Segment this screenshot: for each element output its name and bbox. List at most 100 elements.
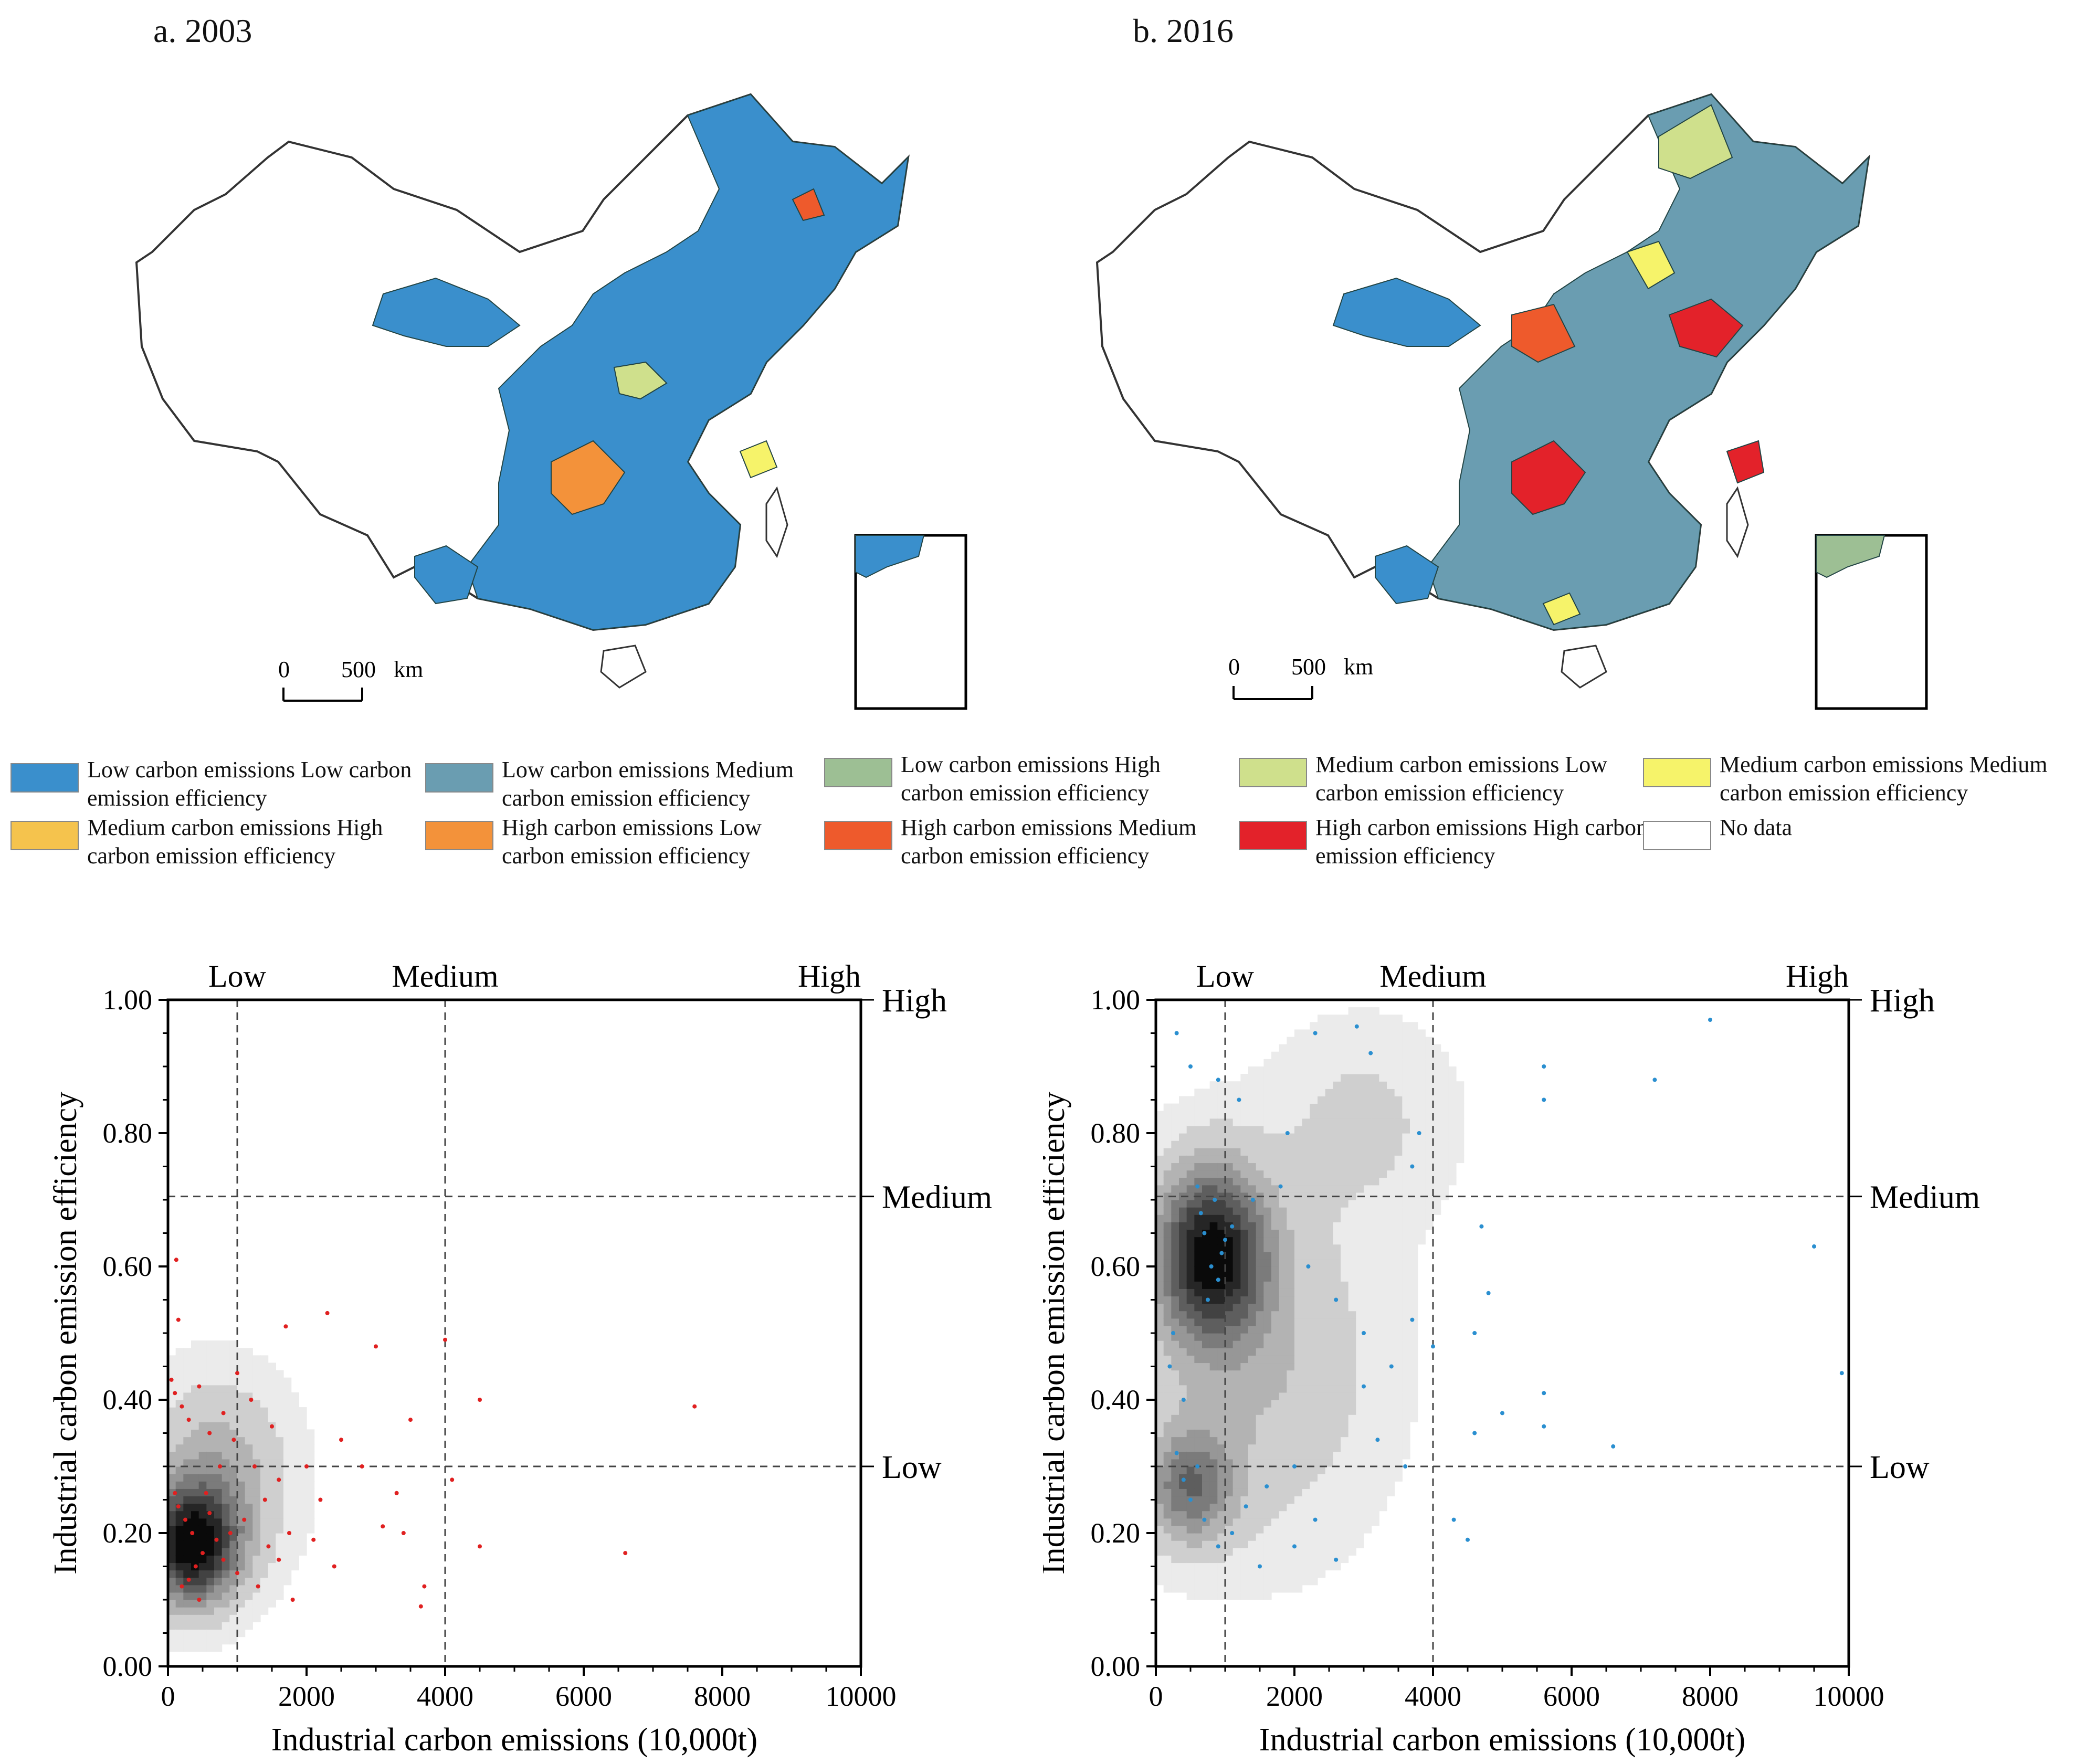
density-cell	[1364, 1392, 1372, 1400]
density-cell	[1294, 1074, 1303, 1082]
density-cell	[260, 1600, 269, 1608]
density-cell	[1287, 1481, 1295, 1489]
density-cell	[1163, 1222, 1172, 1230]
density-cell	[1202, 1466, 1210, 1474]
x-tick-label: 4000	[1405, 1681, 1461, 1712]
density-cell	[1279, 1570, 1287, 1578]
density-cell	[245, 1585, 253, 1593]
density-cell	[1217, 1466, 1226, 1474]
density-cell	[1240, 1274, 1249, 1282]
density-cell	[1425, 1118, 1434, 1126]
density-cell	[1171, 1503, 1179, 1512]
data-point	[1410, 1164, 1415, 1169]
density-cell	[1217, 1385, 1226, 1393]
density-cell	[1171, 1140, 1179, 1148]
density-cell	[245, 1488, 253, 1497]
density-cell	[1333, 1459, 1341, 1467]
density-cell	[1217, 1481, 1226, 1489]
density-cell	[260, 1422, 269, 1430]
density-cell	[1179, 1170, 1187, 1178]
y-tick-label: 0.00	[103, 1651, 153, 1682]
density-cell	[1209, 1318, 1218, 1326]
density-cell	[1417, 1066, 1426, 1074]
density-cell	[1202, 1192, 1210, 1200]
density-cell	[1232, 1296, 1241, 1304]
x-axis-title: Industrial carbon emissions (10,000t)	[271, 1722, 757, 1758]
density-cell	[1232, 1400, 1241, 1408]
density-cell	[1232, 1340, 1241, 1348]
density-cell	[1186, 1503, 1195, 1512]
density-cell	[1410, 1155, 1418, 1164]
density-cell	[1379, 1059, 1387, 1067]
density-cell	[1202, 1170, 1210, 1178]
density-cell	[1263, 1266, 1272, 1274]
density-cell	[1310, 1577, 1318, 1586]
density-cell	[1217, 1155, 1226, 1164]
density-cell	[1294, 1251, 1303, 1260]
density-cell	[1302, 1281, 1310, 1289]
density-cell	[1194, 1118, 1203, 1126]
density-cell	[1240, 1214, 1249, 1222]
density-cell	[1209, 1525, 1218, 1534]
density-cell	[1263, 1118, 1272, 1126]
density-cell	[1410, 1037, 1418, 1045]
density-cell	[1302, 1466, 1310, 1474]
density-cell	[1310, 1377, 1318, 1386]
density-cell	[1271, 1214, 1280, 1222]
density-cell	[1387, 1148, 1395, 1156]
density-cell	[260, 1533, 269, 1541]
density-cell	[1209, 1474, 1218, 1482]
density-cell	[1371, 1481, 1379, 1489]
density-cell	[1163, 1533, 1172, 1541]
density-cell	[1341, 1362, 1349, 1371]
density-cell	[1194, 1429, 1203, 1438]
density-cell	[1156, 1340, 1164, 1348]
density-cell	[237, 1414, 246, 1422]
density-cell	[1341, 1185, 1349, 1193]
data-point	[1479, 1224, 1484, 1229]
density-cell	[291, 1555, 299, 1564]
density-cell	[1448, 1163, 1457, 1171]
density-cell	[1364, 1340, 1372, 1348]
density-cell	[276, 1511, 284, 1519]
density-cell	[1371, 1288, 1379, 1297]
density-cell	[1271, 1051, 1280, 1060]
density-cell	[175, 1548, 184, 1556]
density-cell	[1163, 1525, 1172, 1534]
density-cell	[1225, 1444, 1234, 1452]
density-cell	[1364, 1348, 1372, 1356]
density-cell	[1433, 1140, 1441, 1148]
density-cell	[1217, 1548, 1226, 1556]
density-cell	[1163, 1296, 1172, 1304]
density-cell	[1202, 1422, 1210, 1430]
density-cell	[260, 1518, 269, 1526]
density-cell	[214, 1370, 223, 1378]
density-cell	[1194, 1540, 1203, 1548]
density-cell	[1371, 1177, 1379, 1186]
density-cell	[291, 1451, 299, 1460]
density-cell	[1356, 1481, 1364, 1489]
density-cell	[1325, 1288, 1333, 1297]
density-cell	[237, 1451, 246, 1460]
density-cell	[1287, 1059, 1295, 1067]
density-cell	[1433, 1170, 1441, 1178]
density-cell	[222, 1525, 230, 1534]
density-cell	[1209, 1089, 1218, 1097]
density-cell	[1341, 1266, 1349, 1274]
density-cell	[1240, 1481, 1249, 1489]
density-cell	[1186, 1133, 1195, 1141]
density-cell	[1263, 1125, 1272, 1134]
density-cell	[1341, 1051, 1349, 1060]
density-cell	[1248, 1340, 1257, 1348]
density-cell	[1186, 1400, 1195, 1408]
density-cell	[1348, 1044, 1356, 1052]
density-cell	[1364, 1333, 1372, 1341]
density-cell	[1394, 1392, 1403, 1400]
density-cell	[1202, 1251, 1210, 1260]
density-cell	[1394, 1355, 1403, 1364]
density-cell	[1256, 1400, 1264, 1408]
data-point	[207, 1431, 212, 1435]
density-cell	[1294, 1177, 1303, 1186]
density-cell	[1294, 1029, 1303, 1038]
density-cell	[1163, 1274, 1172, 1282]
